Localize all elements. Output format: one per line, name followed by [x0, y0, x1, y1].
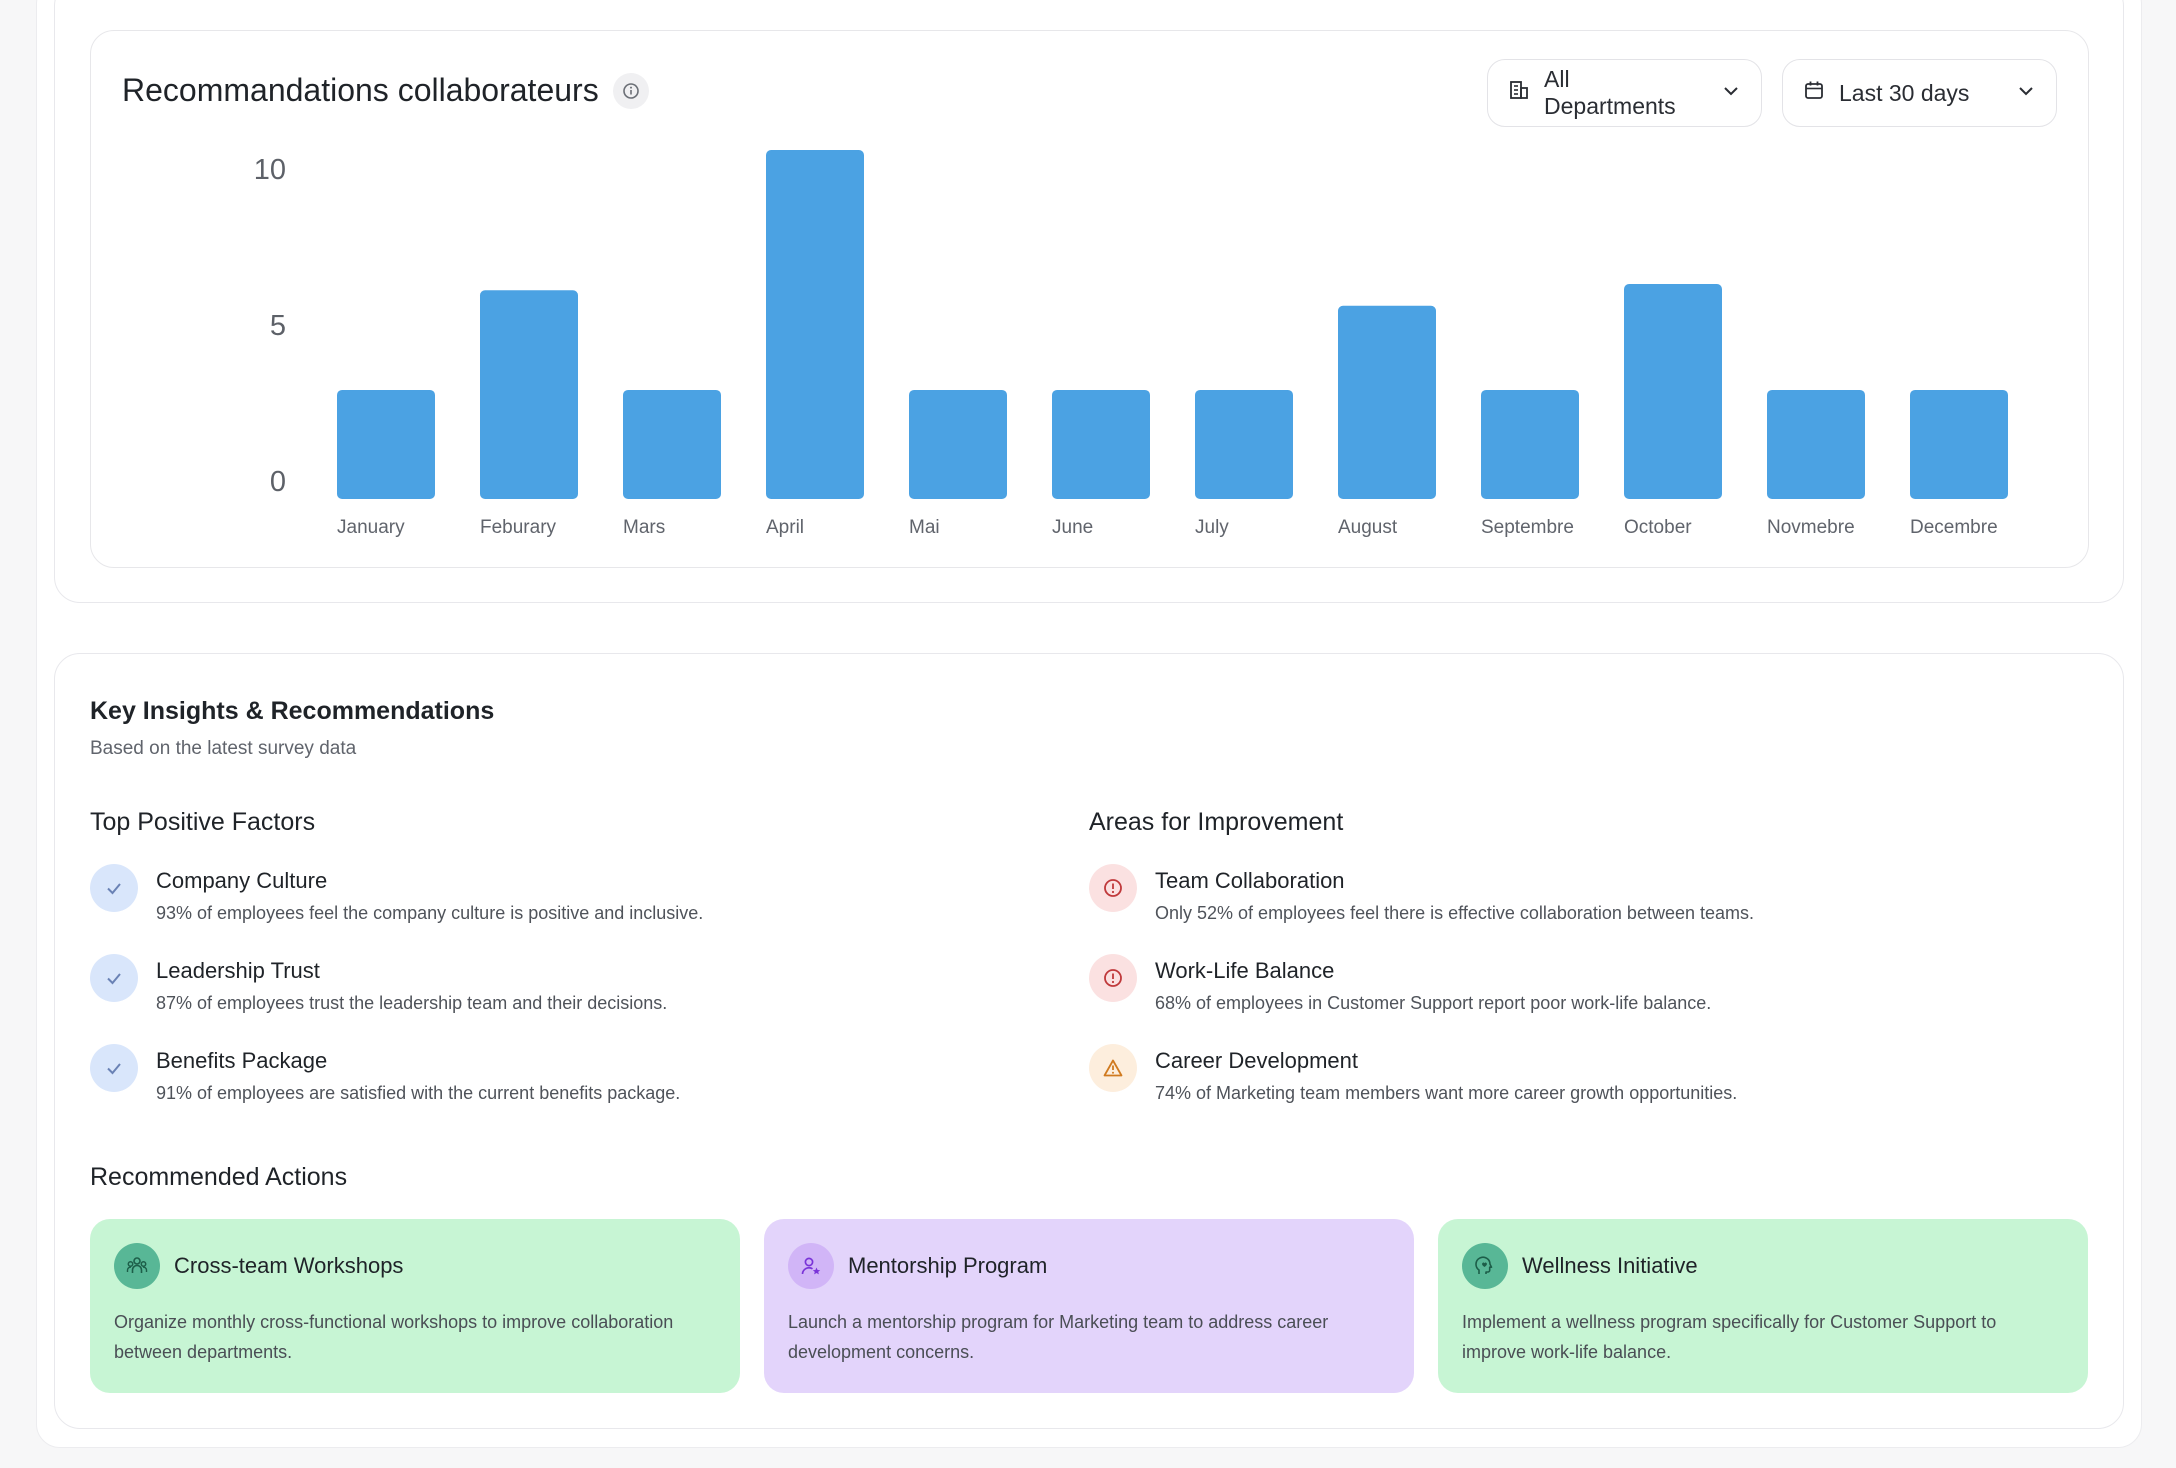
bar-chart: 0 5 10 January Feburary Mars April Mai June July A… — [254, 150, 2008, 538]
positive-factor-item: Benefits Package 91% of employees are sa… — [90, 1044, 680, 1107]
x-tick-label: June — [1052, 517, 1093, 538]
insights-subtitle: Based on the latest survey data — [90, 738, 357, 759]
calendar-icon — [1803, 79, 1825, 107]
improvement-areas-title: Areas for Improvement — [1089, 808, 1344, 836]
positive-factor-item: Leadership Trust 87% of employees trust … — [90, 954, 667, 1017]
check-icon — [90, 954, 138, 1002]
action-card-cross-team-workshops[interactable]: Cross-team Workshops Organize monthly cr… — [90, 1219, 740, 1393]
bar-mai[interactable] — [909, 389, 1007, 499]
factor-name: Leadership Trust — [156, 958, 320, 983]
action-description: Implement a wellness program specificall… — [1462, 1312, 1997, 1362]
action-description: Launch a mentorship program for Marketin… — [788, 1312, 1329, 1362]
x-tick-label: April — [766, 517, 804, 538]
chevron-down-icon — [2016, 80, 2036, 107]
insights-title: Key Insights & Recommendations — [90, 697, 495, 725]
bar-june[interactable] — [1052, 389, 1150, 499]
action-title: Wellness Initiative — [1522, 1253, 1698, 1278]
factor-description: 93% of employees feel the company cultur… — [156, 903, 704, 923]
wellness-icon — [1462, 1243, 1508, 1289]
x-tick-label: Novmebre — [1767, 517, 1855, 538]
x-tick-label: Feburary — [480, 517, 557, 538]
action-description: Organize monthly cross-functional worksh… — [114, 1312, 674, 1362]
mentor-icon — [788, 1243, 834, 1289]
positive-factor-item: Company Culture 93% of employees feel th… — [90, 864, 703, 927]
bar-august[interactable] — [1338, 305, 1436, 499]
building-icon — [1508, 79, 1530, 107]
improvement-name: Team Collaboration — [1155, 868, 1345, 893]
improvement-description: Only 52% of employees feel there is effe… — [1155, 903, 1755, 923]
department-dropdown[interactable]: All Departments — [1487, 59, 1762, 127]
action-card-wellness-initiative[interactable]: Wellness Initiative Implement a wellness… — [1438, 1219, 2088, 1393]
bar-decembre[interactable] — [1910, 389, 2008, 499]
improvement-item: Team Collaboration Only 52% of employees… — [1089, 864, 1754, 927]
bar-feburary[interactable] — [480, 290, 578, 499]
alert-circle-icon — [1089, 954, 1137, 1002]
x-tick-label: Septembre — [1481, 517, 1574, 538]
date-range-dropdown[interactable]: Last 30 days — [1782, 59, 2057, 127]
factor-name: Benefits Package — [156, 1048, 328, 1073]
team-icon — [114, 1243, 160, 1289]
department-dropdown-label: All Departments — [1544, 66, 1676, 119]
warning-triangle-icon — [1089, 1044, 1137, 1092]
chart-title: Recommandations collaborateurs — [122, 72, 599, 108]
bar-septembre[interactable] — [1481, 389, 1579, 499]
improvement-item: Work-Life Balance 68% of employees in Cu… — [1089, 954, 1711, 1017]
factor-description: 91% of employees are satisfied with the … — [156, 1083, 681, 1103]
improvement-item: Career Development 74% of Marketing team… — [1089, 1044, 1737, 1107]
bar-mars[interactable] — [623, 389, 721, 499]
x-tick-label: January — [337, 517, 405, 538]
action-title: Mentorship Program — [848, 1253, 1048, 1278]
y-tick-label: 10 — [254, 154, 286, 186]
bar-october[interactable] — [1624, 283, 1722, 499]
improvement-name: Work-Life Balance — [1155, 958, 1335, 983]
info-icon[interactable] — [612, 72, 649, 109]
check-icon — [90, 864, 138, 912]
improvement-description: 68% of employees in Customer Support rep… — [1155, 993, 1712, 1013]
action-title: Cross-team Workshops — [174, 1253, 404, 1278]
x-tick-label: Mars — [623, 517, 665, 538]
x-tick-label: July — [1195, 517, 1229, 538]
action-card-mentorship-program[interactable]: Mentorship Program Launch a mentorship p… — [764, 1219, 1414, 1393]
bar-april[interactable] — [766, 150, 864, 499]
date-range-label: Last 30 days — [1839, 79, 1970, 106]
x-tick-label: Mai — [909, 517, 940, 538]
y-tick-label: 0 — [270, 466, 286, 498]
improvement-name: Career Development — [1155, 1048, 1358, 1073]
y-tick-label: 5 — [270, 310, 286, 342]
x-tick-label: August — [1338, 517, 1398, 538]
x-tick-label: October — [1624, 517, 1692, 538]
chevron-down-icon — [1721, 80, 1741, 107]
check-icon — [90, 1044, 138, 1092]
x-tick-label: Decembre — [1910, 517, 1998, 538]
chart-header: Recommandations collaborateurs — [122, 72, 649, 109]
recommended-actions-title: Recommended Actions — [90, 1163, 348, 1191]
bar-novmebre[interactable] — [1767, 389, 1865, 499]
improvement-description: 74% of Marketing team members want more … — [1155, 1083, 1738, 1103]
positive-factors-title: Top Positive Factors — [90, 808, 316, 836]
bar-july[interactable] — [1195, 389, 1293, 499]
bar-january[interactable] — [337, 389, 435, 499]
factor-description: 87% of employees trust the leadership te… — [156, 993, 668, 1013]
factor-name: Company Culture — [156, 868, 328, 893]
alert-circle-icon — [1089, 864, 1137, 912]
